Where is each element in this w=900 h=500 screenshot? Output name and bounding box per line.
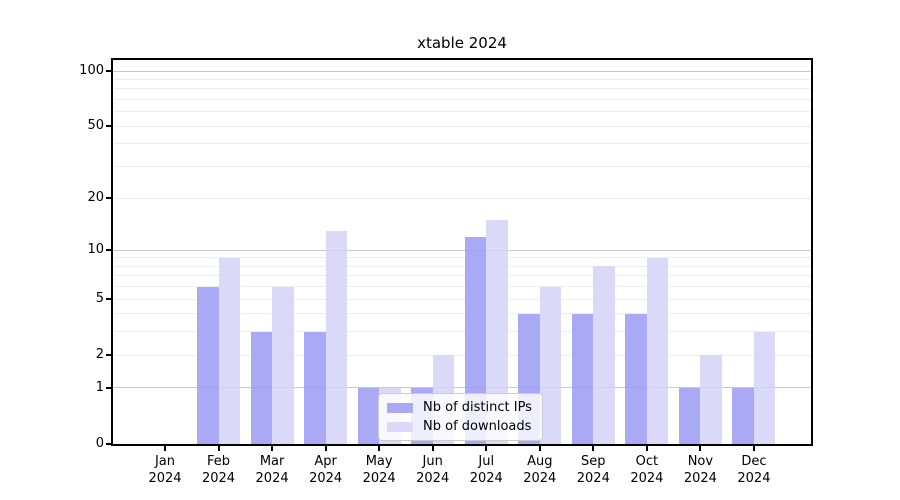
bar-distinct-ips-mar xyxy=(250,331,273,444)
legend-item-downloads: Nb of downloads xyxy=(387,420,532,434)
x-tick-label-aug: Aug 2024 xyxy=(523,454,557,486)
x-tick-mark-apr xyxy=(324,446,327,451)
x-tick-mark-sep xyxy=(592,446,595,451)
x-tick-mark-jul xyxy=(485,446,488,451)
bar-distinct-ips-dec xyxy=(732,387,754,444)
x-tick-label-nov: Nov 2024 xyxy=(683,454,717,486)
y-tick-label-5: 5 xyxy=(95,291,104,307)
legend-label-downloads: Nb of downloads xyxy=(423,419,532,434)
legend: Nb of distinct IPs Nb of downloads xyxy=(378,393,543,441)
bar-downloads-nov xyxy=(700,355,722,444)
x-tick-label-oct: Oct 2024 xyxy=(630,454,664,486)
x-tick-mark-may xyxy=(378,446,381,451)
bar-distinct-ips-apr xyxy=(304,331,326,444)
minor-gridline-6 xyxy=(113,286,811,288)
y-tick-mark-0 xyxy=(106,443,111,445)
x-tick-label-may: May 2024 xyxy=(362,454,396,486)
x-tick-label-feb: Feb 2024 xyxy=(201,454,236,486)
y-tick-label-10: 10 xyxy=(87,242,104,258)
minor-gridline-70 xyxy=(113,99,811,101)
gridlines-layer xyxy=(113,60,811,444)
minor-gridline-3 xyxy=(113,331,811,333)
legend-swatch-distinct-ips xyxy=(387,403,413,413)
bars-layer xyxy=(113,60,811,444)
minor-gridline-7 xyxy=(113,275,811,277)
minor-gridline-5 xyxy=(113,298,811,300)
minor-gridline-50 xyxy=(113,125,811,127)
bar-distinct-ips-nov xyxy=(678,387,701,444)
y-tick-label-50: 50 xyxy=(87,118,104,134)
minor-gridline-90 xyxy=(113,79,811,81)
major-gridline-100 xyxy=(113,70,811,72)
bar-downloads-sep xyxy=(593,266,615,444)
x-tick-mark-nov xyxy=(699,446,702,451)
major-gridline-1 xyxy=(113,387,811,389)
x-tick-mark-dec xyxy=(752,446,755,451)
y-tick-mark-100 xyxy=(106,70,111,73)
y-tick-label-1: 1 xyxy=(95,379,104,395)
bar-downloads-dec xyxy=(753,331,776,444)
x-tick-mark-aug xyxy=(538,446,541,451)
bar-downloads-mar xyxy=(272,286,294,444)
y-tick-mark-2 xyxy=(106,354,111,357)
y-tick-mark-1 xyxy=(106,386,111,389)
bar-distinct-ips-feb xyxy=(197,286,219,444)
bar-distinct-ips-jul xyxy=(464,236,487,444)
x-tick-label-jun: Jun 2024 xyxy=(416,454,450,486)
bar-distinct-ips-may xyxy=(357,387,380,444)
minor-gridline-30 xyxy=(113,166,811,168)
minor-gridline-2 xyxy=(113,354,811,356)
minor-gridline-4 xyxy=(113,313,811,315)
minor-gridline-80 xyxy=(113,88,811,90)
y-tick-label-100: 100 xyxy=(79,63,104,79)
minor-gridline-60 xyxy=(113,111,811,113)
y-tick-label-0: 0 xyxy=(95,436,104,451)
y-tick-mark-50 xyxy=(106,125,111,128)
x-tick-label-dec: Dec 2024 xyxy=(737,454,771,486)
bar-downloads-apr xyxy=(325,230,348,444)
y-tick-label-2: 2 xyxy=(95,347,104,363)
minor-gridline-40 xyxy=(113,143,811,145)
bar-downloads-feb xyxy=(218,257,241,444)
x-tick-mark-feb xyxy=(217,446,220,451)
x-tick-mark-oct xyxy=(645,446,648,451)
bar-downloads-aug xyxy=(539,286,562,444)
y-tick-mark-5 xyxy=(106,298,111,301)
legend-swatch-downloads xyxy=(387,422,413,432)
x-tick-mark-mar xyxy=(271,446,274,451)
chart-title: xtable 2024 xyxy=(417,34,507,52)
minor-gridline-9 xyxy=(113,257,811,259)
bar-distinct-ips-oct xyxy=(625,313,647,444)
major-gridline-10 xyxy=(113,249,811,251)
x-tick-mark-jan xyxy=(164,446,166,451)
y-tick-label-20: 20 xyxy=(87,190,104,205)
plot-area: Nb of distinct IPs Nb of downloads xyxy=(111,58,813,446)
minor-gridline-8 xyxy=(113,265,811,267)
y-tick-mark-10 xyxy=(106,249,111,252)
x-tick-label-apr: Apr 2024 xyxy=(309,454,343,486)
minor-gridline-20 xyxy=(113,197,811,199)
bar-distinct-ips-sep xyxy=(571,313,594,444)
x-tick-label-jan: Jan 2024 xyxy=(148,454,182,486)
x-tick-label-mar: Mar 2024 xyxy=(255,454,289,486)
bar-downloads-oct xyxy=(646,257,669,444)
y-tick-mark-20 xyxy=(106,197,111,199)
legend-item-distinct-ips: Nb of distinct IPs xyxy=(387,401,532,415)
bar-downloads-jul xyxy=(486,219,508,444)
x-tick-label-sep: Sep 2024 xyxy=(576,454,610,486)
x-tick-mark-jun xyxy=(431,446,434,451)
x-tick-label-jul: Jul 2024 xyxy=(469,454,503,486)
legend-label-distinct-ips: Nb of distinct IPs xyxy=(423,400,532,415)
